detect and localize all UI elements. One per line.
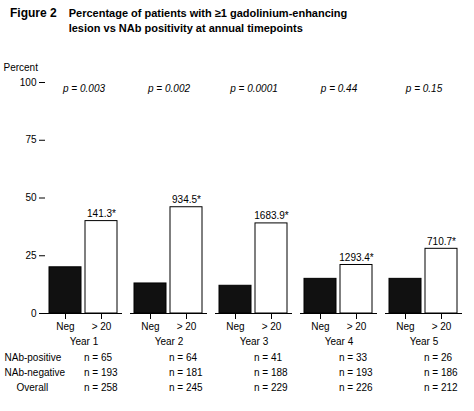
svg-text:100: 100 (20, 77, 37, 88)
svg-text:p = 0.003: p = 0.003 (62, 83, 105, 94)
svg-text:n = 65: n = 65 (84, 352, 113, 363)
svg-text:934.5*: 934.5* (172, 194, 201, 205)
svg-text:NAb-positive: NAb-positive (5, 352, 62, 363)
svg-text:> 20: > 20 (262, 321, 282, 332)
svg-text:n = 188: n = 188 (254, 367, 288, 378)
svg-text:75: 75 (25, 134, 37, 145)
svg-text:n = 181: n = 181 (169, 367, 203, 378)
svg-text:Overall: Overall (17, 382, 49, 393)
svg-text:Neg: Neg (226, 321, 244, 332)
svg-text:Percent: Percent (4, 62, 39, 73)
svg-text:NAb-negative: NAb-negative (5, 367, 66, 378)
svg-text:n = 41: n = 41 (254, 352, 283, 363)
svg-text:0: 0 (31, 308, 37, 319)
svg-text:1293.4*: 1293.4* (339, 252, 374, 263)
svg-text:p = 0.15: p = 0.15 (405, 83, 443, 94)
svg-text:141.3*: 141.3* (87, 208, 116, 219)
svg-text:Year 4: Year 4 (325, 336, 354, 347)
svg-text:p = 0.002: p = 0.002 (147, 83, 190, 94)
svg-text:Neg: Neg (141, 321, 159, 332)
svg-text:Year 3: Year 3 (240, 336, 269, 347)
svg-text:n = 229: n = 229 (254, 382, 288, 393)
svg-text:n = 186: n = 186 (424, 367, 458, 378)
svg-text:n = 193: n = 193 (84, 367, 118, 378)
svg-text:n = 64: n = 64 (169, 352, 198, 363)
svg-text:> 20: > 20 (432, 321, 452, 332)
svg-text:Year 2: Year 2 (155, 336, 184, 347)
svg-text:n = 33: n = 33 (339, 352, 368, 363)
svg-text:n = 226: n = 226 (339, 382, 373, 393)
svg-text:p = 0.0001: p = 0.0001 (229, 83, 278, 94)
html-text:Percentage of patients with ≥1: Percentage of patients with ≥1 gadoliniu… (68, 7, 348, 34)
html-text:Figure 2: Figure 2 (10, 6, 57, 20)
svg-text:n = 193: n = 193 (339, 367, 373, 378)
svg-text:Neg: Neg (56, 321, 74, 332)
svg-text:Neg: Neg (311, 321, 329, 332)
svg-text:Neg: Neg (396, 321, 414, 332)
svg-text:25: 25 (25, 250, 37, 261)
svg-text:1683.9*: 1683.9* (254, 210, 289, 221)
svg-text:n = 245: n = 245 (169, 382, 203, 393)
svg-text:p = 0.44: p = 0.44 (320, 83, 358, 94)
svg-text:> 20: > 20 (177, 321, 197, 332)
svg-text:n = 212: n = 212 (424, 382, 458, 393)
svg-text:Year 1: Year 1 (70, 336, 99, 347)
svg-text:n = 258: n = 258 (84, 382, 118, 393)
svg-text:> 20: > 20 (92, 321, 112, 332)
svg-text:n = 26: n = 26 (424, 352, 453, 363)
svg-text:710.7*: 710.7* (427, 236, 456, 247)
svg-text:50: 50 (25, 192, 37, 203)
svg-text:Year 5: Year 5 (410, 336, 439, 347)
svg-text:> 20: > 20 (347, 321, 367, 332)
